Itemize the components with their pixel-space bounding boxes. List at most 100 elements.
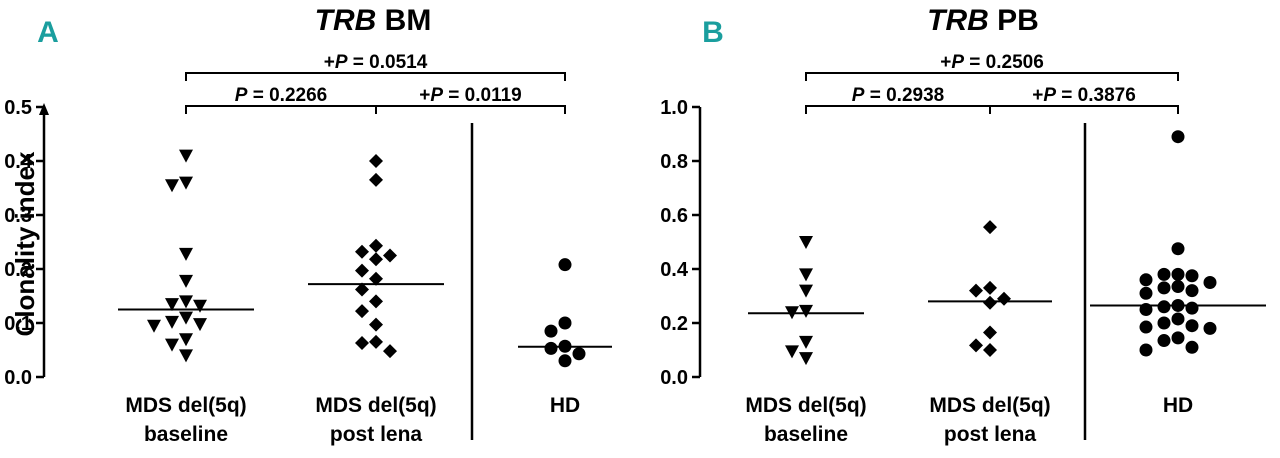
data-point [179,149,193,163]
category-label-line2: post lena [944,423,1037,446]
data-point [799,236,813,249]
p-value-label: +P = 0.0514 [324,52,428,73]
data-point [165,179,179,193]
data-point [165,315,179,329]
data-point [179,295,193,309]
data-point [179,176,193,190]
data-point [558,354,572,368]
data-point [355,244,369,259]
p-value-label: +P = 0.0119 [419,85,522,106]
data-point [179,333,193,347]
data-point [799,268,813,282]
comparison-bracket [185,72,566,81]
y-tick-label: 1.0 [660,97,688,119]
panel-letter: A [37,16,59,49]
data-point [179,247,193,261]
category-label: HD [550,394,580,417]
data-point [969,283,983,298]
data-point [969,338,983,353]
data-point [1139,286,1153,300]
panel-a: A TRB BM 0.0 0.1 0.2 0.3 0.4 0.5 MDS del(5q) base… [4,4,612,446]
p-value-label: +P = 0.3876 [1032,85,1136,106]
data-point [369,334,383,349]
data-point [369,294,383,309]
data-point [983,295,997,310]
y-axis-label: Clonality index [10,151,40,336]
panel-letter: B [702,16,724,49]
data-point [1139,320,1153,334]
category-label: MDS del(5q) [315,394,436,417]
data-point [147,319,161,333]
data-point [383,248,397,263]
comparison-bracket [805,105,991,114]
comparison-bracket [805,72,1179,81]
data-point [179,311,193,325]
data-point [799,352,813,366]
data-point [1171,331,1185,345]
data-point [1171,130,1185,144]
category-label: MDS del(5q) [929,394,1050,417]
y-tick-label: 0.8 [660,151,688,173]
data-point [544,341,558,355]
p-value-label: P = 0.2266 [235,85,327,106]
chart-title: TRB PB [927,4,1039,37]
data-point [997,291,1011,306]
y-tick-label: 0.0 [4,367,32,389]
data-point [1171,280,1185,294]
data-point [1157,300,1171,314]
data-point [983,325,997,340]
data-point [1203,321,1217,335]
y-tick-label: 0.1 [4,313,32,335]
data-point [1157,267,1171,281]
y-tick-label: 0.0 [660,367,688,389]
data-point [558,258,572,272]
data-point [369,238,383,253]
data-point [355,335,369,350]
data-point [355,282,369,297]
data-point [193,318,207,332]
data-point [983,343,997,357]
p-value-label: P = 0.2938 [852,85,944,106]
data-point [1185,319,1199,333]
data-point [179,349,193,363]
comparison-bracket [989,105,1179,114]
p-value-label: +P = 0.2506 [940,52,1044,73]
y-tick-label: 0.3 [4,205,32,227]
data-point [369,252,383,267]
category-label-line2: baseline [764,423,848,446]
data-point [1171,312,1185,326]
category-label-line2: post lena [330,423,423,446]
y-tick-label: 0.6 [660,205,688,227]
data-point [193,299,207,313]
data-point [1157,334,1171,348]
category-label: HD [1163,394,1193,417]
data-point [369,154,383,168]
y-axis-arrow [39,103,49,115]
data-point [799,284,813,298]
y-tick-label: 0.4 [660,259,689,281]
data-point [544,324,558,338]
category-label: MDS del(5q) [125,394,246,417]
data-point [1157,281,1171,295]
data-point [369,172,383,187]
data-point [983,220,997,235]
comparison-bracket [375,105,566,114]
data-point [1171,267,1185,281]
data-point [179,274,193,288]
data-point [1185,269,1199,283]
y-tick-label: 0.4 [4,151,33,173]
y-tick-label: 0.2 [4,259,32,281]
data-point [1185,301,1199,315]
category-label-line2: baseline [144,423,228,446]
data-point [558,316,572,330]
y-tick-label: 0.5 [4,97,32,119]
data-point [1185,284,1199,298]
data-point [1139,343,1153,357]
data-point [1171,242,1185,256]
data-point [369,271,383,286]
data-point [165,338,179,352]
chart-title: TRB BM [315,4,432,37]
data-point [1185,340,1199,354]
data-point [355,304,369,319]
